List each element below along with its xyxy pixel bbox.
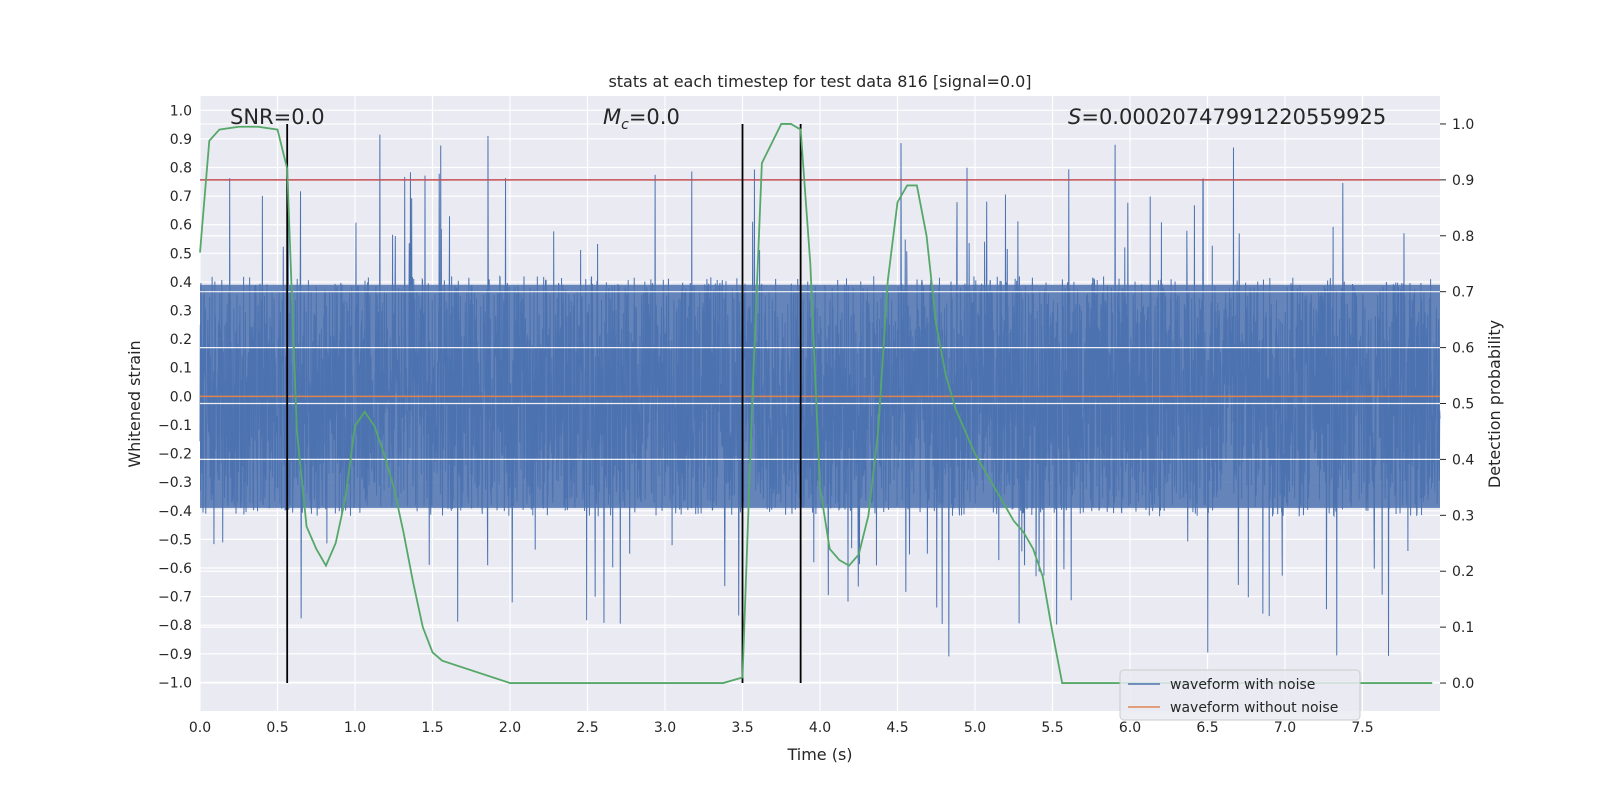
y-tick-label: 0.2 bbox=[170, 332, 192, 348]
s-value: =0.00020747991220559925 bbox=[1081, 105, 1386, 129]
x-tick-label: 1.5 bbox=[421, 720, 443, 736]
s-annotation: S=0.00020747991220559925 bbox=[1068, 105, 1386, 129]
x-tick-label: 6.5 bbox=[1196, 720, 1218, 736]
y-tick-label: −0.9 bbox=[158, 647, 192, 663]
y-right-tick-label: 0.3 bbox=[1452, 508, 1474, 524]
legend: waveform with noise waveform without noi… bbox=[1119, 669, 1361, 721]
y-right-tick-label: 0.9 bbox=[1452, 173, 1474, 189]
x-tick-label: 7.0 bbox=[1274, 720, 1296, 736]
snr-annotation: SNR=0.0 bbox=[230, 105, 325, 129]
x-tick-label: 6.0 bbox=[1119, 720, 1141, 736]
y-tick-label: 0.1 bbox=[170, 361, 192, 377]
chirp-mass-subscript: c bbox=[621, 117, 629, 133]
x-tick-label: 1.0 bbox=[344, 720, 366, 736]
y-right-tick-label: 0.6 bbox=[1452, 341, 1474, 357]
y-right-tick-label: 0.7 bbox=[1452, 285, 1474, 301]
y-tick-label: 0.7 bbox=[170, 189, 192, 205]
y-tick-label: −0.6 bbox=[158, 561, 192, 577]
y-tick-label: −0.8 bbox=[158, 618, 192, 634]
legend-label-clean: waveform without noise bbox=[1170, 700, 1338, 716]
y-tick-label: 0.5 bbox=[170, 246, 192, 262]
y-tick-label: 0.3 bbox=[170, 304, 192, 320]
y-right-tick-label: 0.8 bbox=[1452, 229, 1474, 245]
y-tick-label: 1.0 bbox=[170, 103, 192, 119]
y-right-tick-label: 0.0 bbox=[1452, 676, 1474, 692]
x-tick-label: 3.5 bbox=[731, 720, 753, 736]
y-right-tick-label: 0.2 bbox=[1452, 564, 1474, 580]
y-right-tick-label: 0.5 bbox=[1452, 397, 1474, 413]
legend-label-noise: waveform with noise bbox=[1170, 677, 1315, 693]
y-right-tick-label: 1.0 bbox=[1452, 117, 1474, 133]
y-right-tick-label: 0.1 bbox=[1452, 620, 1474, 636]
x-tick-label: 5.0 bbox=[964, 720, 986, 736]
y-tick-label: −0.4 bbox=[158, 504, 192, 520]
chirp-mass-symbol: M bbox=[603, 105, 621, 129]
chirp-mass-annotation: Mc=0.0 bbox=[603, 105, 680, 133]
y-tick-label: −0.3 bbox=[158, 475, 192, 491]
x-tick-label: 4.0 bbox=[809, 720, 831, 736]
y-axis-label-right: Detection probability bbox=[1485, 320, 1504, 488]
y-right-tick-label: 0.4 bbox=[1452, 452, 1474, 468]
x-tick-label: 4.5 bbox=[886, 720, 908, 736]
detection-probability-line bbox=[199, 123, 1433, 684]
y-tick-label: 0.4 bbox=[170, 275, 192, 291]
y-tick-label: −0.2 bbox=[158, 447, 192, 463]
x-tick-label: 5.5 bbox=[1041, 720, 1063, 736]
chart-title: stats at each timestep for test data 816… bbox=[608, 72, 1031, 91]
x-tick-label: 0.5 bbox=[266, 720, 288, 736]
x-tick-label: 2.0 bbox=[499, 720, 521, 736]
y-tick-label: −0.7 bbox=[158, 590, 192, 606]
x-tick-label: 2.5 bbox=[576, 720, 598, 736]
y-tick-label: 0.8 bbox=[170, 161, 192, 177]
y-axis-label-left: Whitened strain bbox=[125, 340, 144, 467]
x-tick-label: 7.5 bbox=[1351, 720, 1373, 736]
y-tick-label: −0.1 bbox=[158, 418, 192, 434]
x-axis-label: Time (s) bbox=[786, 745, 852, 764]
y-tick-label: 0.0 bbox=[170, 389, 192, 405]
legend-box bbox=[1119, 669, 1361, 721]
y-tick-label: −0.5 bbox=[158, 532, 192, 548]
y-tick-label: −1.0 bbox=[158, 675, 192, 691]
series-layer bbox=[199, 123, 1441, 684]
axes-layer: 0.0 0.5 1.0 1.5 2.0 2.5 3.0 3.5 4.0 4.5 5.0 5.5 6.0 6… bbox=[158, 103, 1474, 736]
chirp-mass-value: =0.0 bbox=[629, 105, 680, 129]
x-tick-label: 3.0 bbox=[654, 720, 676, 736]
y-tick-label: 0.6 bbox=[170, 218, 192, 234]
x-tick-label: 0.0 bbox=[189, 720, 211, 736]
y-tick-label: 0.9 bbox=[170, 132, 192, 148]
s-symbol: S bbox=[1068, 105, 1081, 129]
